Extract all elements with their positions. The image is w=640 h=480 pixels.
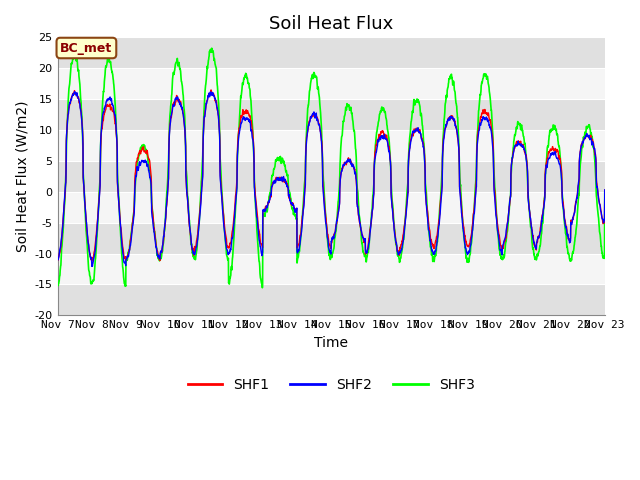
Bar [58, 161, 605, 192]
X-axis label: Time: Time [314, 336, 348, 350]
SHF1 [365, 241, 372, 247]
Bar [58, 99, 605, 130]
SHF3 [497, 252, 504, 258]
SHF1 [207, 87, 215, 93]
SHF1 [54, 257, 61, 263]
SHF1 [527, 221, 535, 227]
Bar [58, 223, 605, 253]
SHF3 [601, 189, 609, 195]
Bar [58, 68, 605, 99]
SHF3 [108, 69, 116, 74]
SHF3 [259, 285, 266, 290]
SHF2 [365, 244, 372, 250]
Bar [58, 192, 605, 223]
Line: SHF3: SHF3 [58, 48, 605, 288]
Text: BC_met: BC_met [60, 41, 113, 55]
Line: SHF1: SHF1 [58, 90, 605, 261]
SHF2 [109, 102, 116, 108]
SHF1 [88, 258, 96, 264]
SHF2 [593, 185, 601, 191]
Y-axis label: Soil Heat Flux (W/m2): Soil Heat Flux (W/m2) [15, 100, 29, 252]
SHF2 [227, 247, 235, 253]
SHF1 [601, 187, 609, 193]
SHF3 [208, 45, 216, 51]
SHF2 [497, 248, 504, 253]
SHF1 [227, 240, 235, 246]
Title: Soil Heat Flux: Soil Heat Flux [269, 15, 393, 33]
SHF3 [54, 283, 61, 288]
SHF2 [71, 89, 79, 95]
Legend: SHF1, SHF2, SHF3: SHF1, SHF2, SHF3 [182, 372, 480, 397]
Bar [58, 130, 605, 161]
SHF3 [227, 273, 234, 279]
SHF2 [601, 187, 609, 193]
SHF2 [54, 257, 61, 263]
SHF3 [593, 205, 601, 211]
Line: SHF2: SHF2 [58, 92, 605, 266]
SHF1 [497, 240, 504, 246]
Bar [58, 284, 605, 315]
SHF1 [109, 108, 116, 114]
SHF2 [88, 264, 96, 269]
SHF1 [593, 185, 601, 191]
Bar [58, 37, 605, 68]
SHF2 [527, 221, 535, 227]
SHF3 [365, 250, 372, 255]
Bar [58, 253, 605, 284]
SHF3 [527, 226, 535, 231]
